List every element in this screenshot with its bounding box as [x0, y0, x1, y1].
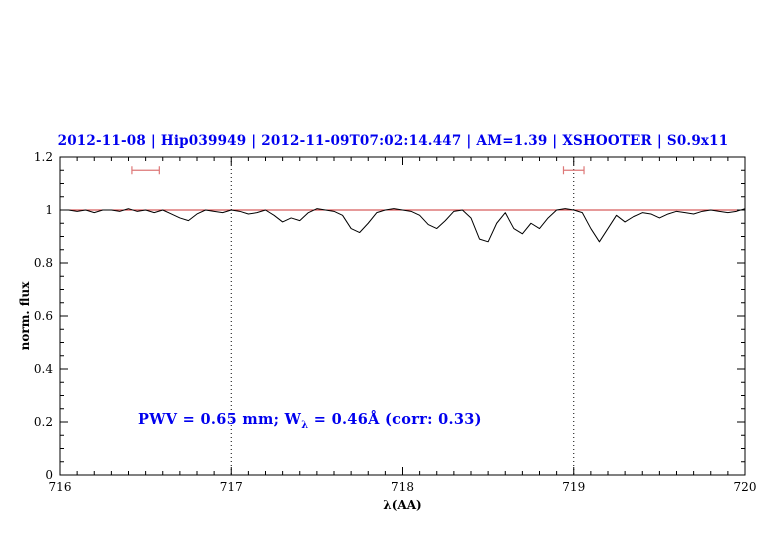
y-tick-label: 0.2 [34, 415, 53, 429]
plot-title: 2012-11-08 | Hip039949 | 2012-11-09T07:0… [57, 133, 729, 149]
pwv-annotation-suffix: = 0.46Å (corr: 0.33) [308, 411, 482, 428]
y-tick-label: 0.4 [34, 362, 53, 376]
y-axis-label: norm. flux [18, 281, 32, 351]
x-tick-label: 717 [220, 480, 243, 494]
x-tick-label: 720 [734, 480, 757, 494]
y-tick-label: 1.2 [34, 150, 53, 164]
spectrum-line [60, 208, 746, 243]
y-tick-label: 0 [45, 468, 53, 482]
x-axis-label: λ(AA) [383, 498, 422, 512]
y-tick-label: 0.6 [34, 309, 53, 323]
pwv-annotation: PWV = 0.65 mm; Wλ = 0.46Å (corr: 0.33) [138, 411, 482, 431]
x-tick-label: 716 [49, 480, 72, 494]
y-tick-label: 0.8 [34, 256, 53, 270]
y-tick-label: 1 [45, 203, 53, 217]
x-tick-label: 718 [391, 480, 414, 494]
pwv-annotation-prefix: PWV = 0.65 mm; W [138, 411, 302, 428]
x-tick-label: 719 [562, 480, 585, 494]
pwv-annotation-subscript: λ [301, 419, 309, 431]
